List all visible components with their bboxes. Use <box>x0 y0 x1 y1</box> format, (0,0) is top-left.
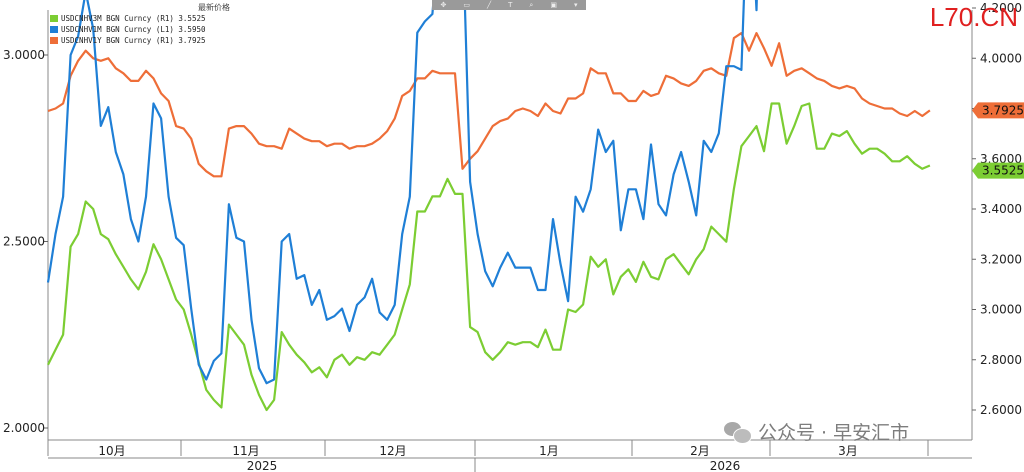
legend-title: 最新价格 <box>198 3 230 12</box>
left-tick-label: 3.0000 <box>3 48 45 62</box>
right-tick-label: 2.8000 <box>980 353 1022 367</box>
chart-toolbar: ✥ ▭ ╱ T ⌕ ▣ ▾ <box>432 0 586 10</box>
right-tick-label: 2.6000 <box>980 403 1022 417</box>
brand-logo-text: L70.CN <box>929 2 1018 32</box>
last-value-1y: 3.7925 <box>982 103 1024 117</box>
left-tick-label: 2.5000 <box>3 235 45 249</box>
legend-entry-1y: USDCNHV1Y BGN Curncy (R1) 3.7925 <box>61 36 206 45</box>
right-tick-label: 4.0000 <box>980 51 1022 65</box>
last-value-3m-bg <box>972 162 1024 179</box>
zoom-icon[interactable]: ▭ <box>463 1 470 9</box>
text-icon[interactable]: T <box>508 1 513 9</box>
right-tick-label: 3.2000 <box>980 252 1022 266</box>
series-line-v1y <box>47 31 931 178</box>
legend-entry-1m: USDCNHV1M BGN Curncy (L1) 3.5950 <box>61 25 206 34</box>
x-month-label: 10月 <box>98 444 125 458</box>
draw-icon[interactable]: ╱ <box>486 1 492 9</box>
x-month-label: 11月 <box>232 444 259 458</box>
series-line-v1m <box>46 0 758 385</box>
legend-swatch-3m <box>50 15 58 22</box>
move-icon[interactable]: ✥ <box>440 1 447 9</box>
x-month-label: 12月 <box>379 444 406 458</box>
legend-entry-3m: USDCNHV3M BGN Curncy (R1) 3.5525 <box>61 14 206 23</box>
search-icon[interactable]: ⌕ <box>529 1 534 9</box>
left-tick-label: 2.0000 <box>3 421 45 435</box>
x-year-label: 2025 <box>247 459 278 472</box>
wechat-watermark: 公众号 · 早安汇市 <box>724 418 909 445</box>
screenshot-icon[interactable]: ▣ <box>550 1 557 9</box>
watermark-text: 公众号 · 早安汇市 <box>758 422 910 444</box>
right-tick-label: 3.4000 <box>980 202 1022 216</box>
series-line-v3m <box>47 102 931 412</box>
legend-swatch-1m <box>50 26 58 33</box>
right-tick-label: 3.6000 <box>980 152 1022 166</box>
more-icon[interactable]: ▾ <box>573 1 578 9</box>
x-month-label: 3月 <box>838 444 858 458</box>
chart-legend: 最新价格 USDCNHV3M BGN Curncy (R1) 3.5525 US… <box>50 2 230 46</box>
last-value-1y-bg <box>972 102 1024 119</box>
last-value-3m: 3.5525 <box>982 164 1024 178</box>
x-month-label: 2月 <box>690 444 710 458</box>
right-tick-label: 3.0000 <box>980 303 1022 317</box>
wechat-icon <box>724 421 752 444</box>
x-year-label: 2026 <box>710 459 741 472</box>
x-month-label: 1月 <box>539 444 559 458</box>
right-tick-label: 4.2000 <box>980 1 1022 15</box>
legend-swatch-1y <box>50 37 58 44</box>
